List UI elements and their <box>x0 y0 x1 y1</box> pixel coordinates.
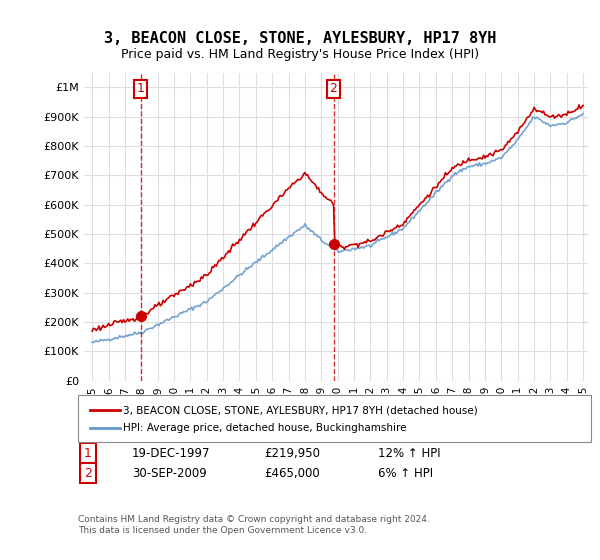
Text: Price paid vs. HM Land Registry's House Price Index (HPI): Price paid vs. HM Land Registry's House … <box>121 48 479 60</box>
Text: 2: 2 <box>329 82 337 95</box>
Text: 12% ↑ HPI: 12% ↑ HPI <box>378 447 440 460</box>
Text: 1: 1 <box>84 447 92 460</box>
Text: £219,950: £219,950 <box>264 447 320 460</box>
Text: Contains HM Land Registry data © Crown copyright and database right 2024.
This d: Contains HM Land Registry data © Crown c… <box>78 515 430 535</box>
Text: £465,000: £465,000 <box>264 466 320 480</box>
Text: 2: 2 <box>84 466 92 480</box>
Text: 19-DEC-1997: 19-DEC-1997 <box>132 447 211 460</box>
Text: 30-SEP-2009: 30-SEP-2009 <box>132 466 207 480</box>
Text: HPI: Average price, detached house, Buckinghamshire: HPI: Average price, detached house, Buck… <box>123 423 407 433</box>
Text: 1: 1 <box>137 82 145 95</box>
Text: 6% ↑ HPI: 6% ↑ HPI <box>378 466 433 480</box>
Text: 3, BEACON CLOSE, STONE, AYLESBURY, HP17 8YH (detached house): 3, BEACON CLOSE, STONE, AYLESBURY, HP17 … <box>123 405 478 416</box>
Text: 3, BEACON CLOSE, STONE, AYLESBURY, HP17 8YH: 3, BEACON CLOSE, STONE, AYLESBURY, HP17 … <box>104 31 496 46</box>
